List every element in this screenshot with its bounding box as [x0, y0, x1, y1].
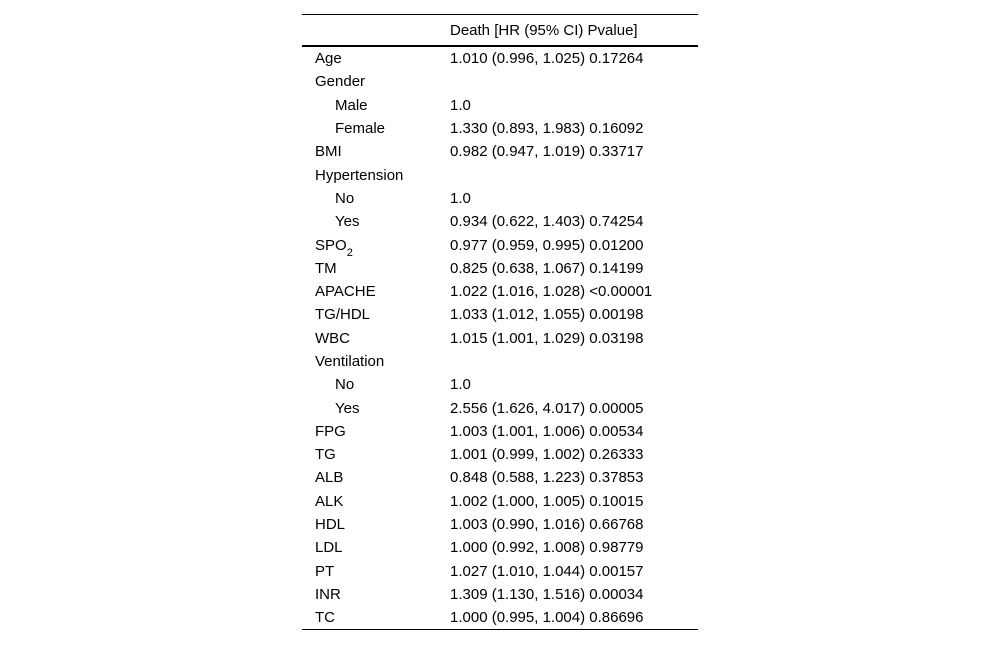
row-value: 0.982 (0.947, 1.019) 0.33717 — [450, 143, 644, 161]
table-row: PT 1.027 (1.010, 1.044) 0.00157 — [302, 560, 698, 583]
table-row: No 1.0 — [302, 373, 698, 396]
table-row: Hypertension — [302, 163, 698, 186]
table-row: LDL 1.000 (0.992, 1.008) 0.98779 — [302, 536, 698, 559]
table-row: Male 1.0 — [302, 94, 698, 117]
row-value: 1.003 (1.001, 1.006) 0.00534 — [450, 422, 644, 440]
header-death-column: Death [HR (95% CI) Pvalue] — [450, 21, 638, 39]
row-value: 1.001 (0.999, 1.002) 0.26333 — [450, 446, 644, 464]
row-label: ALK — [315, 492, 344, 510]
table-row: INR 1.309 (1.130, 1.516) 0.00034 — [302, 583, 698, 606]
table-row: APACHE 1.022 (1.016, 1.028) <0.00001 — [302, 280, 698, 303]
row-label: Hypertension — [315, 166, 404, 184]
row-value: 1.022 (1.016, 1.028) <0.00001 — [450, 283, 653, 301]
row-value: 0.977 (0.959, 0.995) 0.01200 — [450, 236, 644, 254]
table-row: Yes 0.934 (0.622, 1.403) 0.74254 — [302, 210, 698, 233]
row-value: 1.027 (1.010, 1.044) 0.00157 — [450, 562, 644, 580]
row-label: SPO2 — [315, 236, 353, 259]
hazard-ratio-table: Death [HR (95% CI) Pvalue] Age 1.010 (0.9… — [302, 14, 698, 631]
row-label: Age — [315, 50, 342, 68]
table-row: TG 1.001 (0.999, 1.002) 0.26333 — [302, 443, 698, 466]
row-value: 1.000 (0.995, 1.004) 0.86696 — [450, 609, 644, 627]
table-row: ALB 0.848 (0.588, 1.223) 0.37853 — [302, 466, 698, 489]
row-label: Gender — [315, 73, 366, 91]
row-label: No — [335, 189, 355, 207]
row-label: Male — [335, 96, 368, 114]
table-row: Gender — [302, 70, 698, 93]
table-row: No 1.0 — [302, 187, 698, 210]
table-row: WBC 1.015 (1.001, 1.029) 0.03198 — [302, 327, 698, 350]
row-value: 1.0 — [450, 189, 471, 207]
row-value: 2.556 (1.626, 4.017) 0.00005 — [450, 399, 644, 417]
row-label: FPG — [315, 422, 346, 440]
row-value: 1.0 — [450, 96, 471, 114]
row-value: 1.309 (1.130, 1.516) 0.00034 — [450, 585, 644, 603]
table-row: TM 0.825 (0.638, 1.067) 0.14199 — [302, 257, 698, 280]
table-row: BMI 0.982 (0.947, 1.019) 0.33717 — [302, 140, 698, 163]
row-label: Yes — [335, 399, 360, 417]
row-label: Yes — [335, 213, 360, 231]
row-label-subscript: 2 — [346, 246, 353, 259]
row-label: TM — [315, 259, 337, 277]
row-label: WBC — [315, 329, 350, 347]
table-row: Female 1.330 (0.893, 1.983) 0.16092 — [302, 117, 698, 140]
row-label: No — [335, 376, 355, 394]
row-label: ALB — [315, 469, 344, 487]
row-value: 0.848 (0.588, 1.223) 0.37853 — [450, 469, 644, 487]
row-label: APACHE — [315, 283, 376, 301]
row-value: 1.002 (1.000, 1.005) 0.10015 — [450, 492, 644, 510]
row-value: 0.934 (0.622, 1.403) 0.74254 — [450, 213, 644, 231]
table-row: Age 1.010 (0.996, 1.025) 0.17264 — [302, 47, 698, 70]
row-label: Ventilation — [315, 353, 385, 370]
table-row: Ventilation — [302, 350, 698, 373]
table-row: HDL 1.003 (0.990, 1.016) 0.66768 — [302, 513, 698, 536]
row-label: PT — [315, 562, 335, 580]
row-value: 1.0 — [450, 376, 471, 394]
table-body: Age 1.010 (0.996, 1.025) 0.17264 Gender Mal… — [302, 47, 698, 629]
table-row: SPO2 0.977 (0.959, 0.995) 0.01200 — [302, 233, 698, 259]
table-header-row: Death [HR (95% CI) Pvalue] — [302, 15, 698, 47]
row-value: 0.825 (0.638, 1.067) 0.14199 — [450, 259, 644, 277]
row-label: INR — [315, 585, 341, 603]
row-value: 1.003 (0.990, 1.016) 0.66768 — [450, 516, 644, 534]
row-value: 1.330 (0.893, 1.983) 0.16092 — [450, 120, 644, 138]
row-label: HDL — [315, 516, 346, 534]
table-row: TG/HDL 1.033 (1.012, 1.055) 0.00198 — [302, 303, 698, 326]
row-label: LDL — [315, 539, 343, 557]
row-label: TG — [315, 446, 336, 464]
table-row: ALK 1.002 (1.000, 1.005) 0.10015 — [302, 490, 698, 513]
table-row: FPG 1.003 (1.001, 1.006) 0.00534 — [302, 420, 698, 443]
row-value: 1.010 (0.996, 1.025) 0.17264 — [450, 50, 644, 68]
row-value: 1.000 (0.992, 1.008) 0.98779 — [450, 539, 644, 557]
row-label: BMI — [315, 143, 342, 161]
row-value: 1.015 (1.001, 1.029) 0.03198 — [450, 329, 644, 347]
row-label: TG/HDL — [315, 306, 371, 324]
row-label: Female — [335, 120, 386, 138]
table-row: TC 1.000 (0.995, 1.004) 0.86696 — [302, 606, 698, 629]
row-value: 1.033 (1.012, 1.055) 0.00198 — [450, 306, 644, 324]
table-row: Yes 2.556 (1.626, 4.017) 0.00005 — [302, 396, 698, 419]
row-label: TC — [315, 609, 335, 627]
